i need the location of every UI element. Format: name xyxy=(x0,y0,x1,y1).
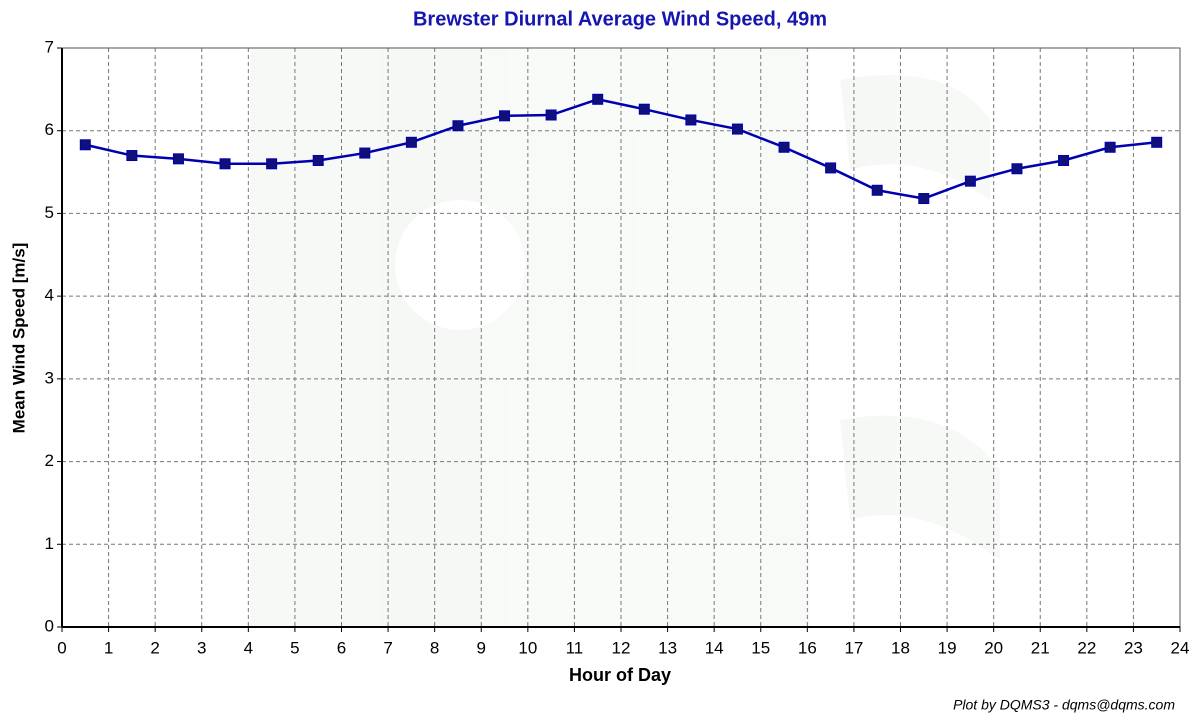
x-tick-label: 14 xyxy=(705,638,724,657)
data-point xyxy=(919,194,929,204)
y-tick-label: 5 xyxy=(45,203,54,222)
data-point xyxy=(546,110,556,120)
data-point xyxy=(267,159,277,169)
x-tick-label: 4 xyxy=(244,638,253,657)
x-tick-label: 21 xyxy=(1031,638,1050,657)
x-tick-label: 0 xyxy=(57,638,66,657)
x-tick-label: 16 xyxy=(798,638,817,657)
x-tick-label: 15 xyxy=(751,638,770,657)
y-tick-label: 7 xyxy=(45,37,54,56)
x-tick-label: 10 xyxy=(518,638,537,657)
y-tick-label: 6 xyxy=(45,120,54,139)
x-tick-label: 3 xyxy=(197,638,206,657)
data-point xyxy=(500,111,510,121)
x-tick-label: 13 xyxy=(658,638,677,657)
x-axis-label: Hour of Day xyxy=(569,665,671,685)
chart: Brewster Diurnal Average Wind Speed, 49m… xyxy=(0,0,1198,721)
data-point xyxy=(313,155,323,165)
x-tick-label: 19 xyxy=(938,638,957,657)
x-tick-label: 9 xyxy=(477,638,486,657)
credit: Plot by DQMS3 - dqms@dqms.com xyxy=(953,697,1175,713)
x-tick-label: 11 xyxy=(566,638,584,657)
data-point xyxy=(732,124,742,134)
watermark-blade xyxy=(840,416,1000,560)
data-point xyxy=(360,148,370,158)
data-point xyxy=(1152,137,1162,147)
x-tick-label: 22 xyxy=(1077,638,1096,657)
x-tick-label: 7 xyxy=(383,638,392,657)
data-point xyxy=(220,159,230,169)
page: {"chart_data": {"type": "line", "title":… xyxy=(0,0,1198,721)
data-point xyxy=(826,163,836,173)
x-tick-label: 23 xyxy=(1124,638,1143,657)
x-tick-label: 8 xyxy=(430,638,439,657)
y-axis-label: Mean Wind Speed [m/s] xyxy=(9,243,28,434)
x-tick-label: 6 xyxy=(337,638,346,657)
data-point xyxy=(453,121,463,131)
x-tick-label: 5 xyxy=(290,638,299,657)
data-point xyxy=(593,94,603,104)
data-point xyxy=(686,115,696,125)
y-tick-label: 0 xyxy=(45,616,54,635)
watermark xyxy=(250,48,1000,627)
y-tick-label: 1 xyxy=(45,534,54,553)
x-tick-label: 17 xyxy=(844,638,863,657)
x-tick-label: 1 xyxy=(104,638,113,657)
data-point xyxy=(779,142,789,152)
x-tick-label: 18 xyxy=(891,638,910,657)
watermark-hub xyxy=(395,200,525,330)
x-tick-label: 20 xyxy=(984,638,1003,657)
data-point xyxy=(127,151,137,161)
data-point xyxy=(80,140,90,150)
x-tick-label: 12 xyxy=(612,638,631,657)
x-tick-label: 24 xyxy=(1171,638,1190,657)
chart-title: Brewster Diurnal Average Wind Speed, 49m xyxy=(413,8,827,30)
data-point xyxy=(639,104,649,114)
data-point xyxy=(1012,164,1022,174)
x-tick-label: 2 xyxy=(150,638,159,657)
data-point xyxy=(965,176,975,186)
y-tick-label: 3 xyxy=(45,368,54,387)
y-tick-label: 4 xyxy=(45,286,54,305)
data-point xyxy=(1059,155,1069,165)
data-point xyxy=(406,137,416,147)
watermark-band xyxy=(250,48,480,627)
data-point xyxy=(872,185,882,195)
data-point xyxy=(173,154,183,164)
data-point xyxy=(1105,142,1115,152)
y-tick-label: 2 xyxy=(45,451,54,470)
